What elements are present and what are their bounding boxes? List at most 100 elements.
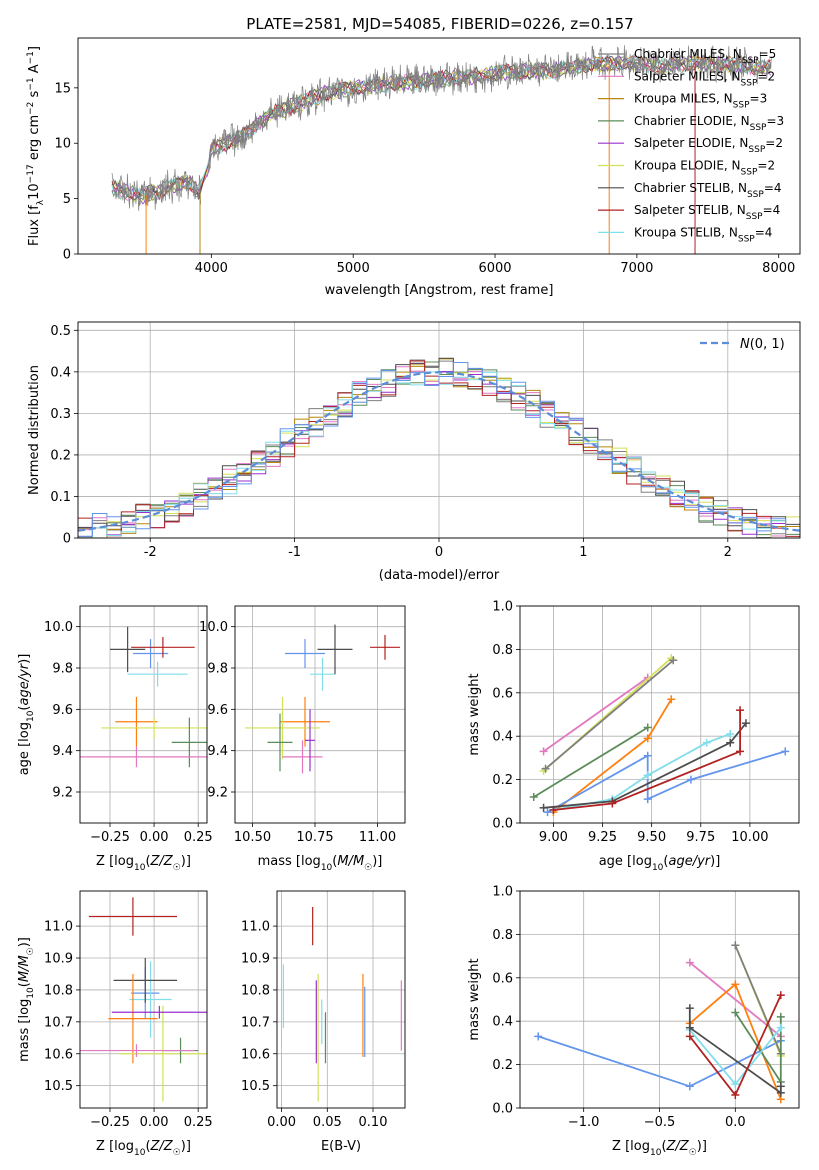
x-tick-label: 7000 xyxy=(620,261,653,276)
label-part: =4 xyxy=(763,203,781,217)
plot-area-spectrum xyxy=(111,45,772,254)
label-part: )] xyxy=(17,937,32,947)
label-part: SSP xyxy=(747,190,764,200)
y-tick-label: 0.5 xyxy=(50,324,71,339)
y-tick-label: 9.2 xyxy=(52,786,73,801)
x-tick-label: −0.25 xyxy=(90,1115,130,1130)
label-part: ( xyxy=(145,854,150,869)
label-part: )] xyxy=(710,854,720,869)
y-tick-label: 9.4 xyxy=(52,744,73,759)
legend-label: Salpeter MILES, NSSP=2 xyxy=(634,69,775,88)
label-part: s xyxy=(27,90,42,101)
weight-line xyxy=(544,659,674,770)
label-part: =2 xyxy=(757,69,775,83)
x-tick-label: 6000 xyxy=(478,261,511,276)
grid-mass-ebv xyxy=(277,891,405,1108)
label-part: SSP xyxy=(742,56,759,66)
y-tick-label: 1.0 xyxy=(492,885,513,900)
plot-area-residuals xyxy=(78,357,800,538)
label-part: 10 xyxy=(650,1148,662,1158)
x-tick-label: 0.05 xyxy=(313,1115,342,1130)
label-part: Salpeter ELODIE, N xyxy=(634,136,748,150)
grid-age-mass xyxy=(235,606,405,823)
x-tick-label: 4000 xyxy=(195,261,228,276)
x-tick-label: 0.0 xyxy=(725,1115,746,1130)
label-part: ( xyxy=(145,1139,150,1154)
label-part: Kroupa MILES, N xyxy=(634,92,733,106)
axes-spectrum: 4000 5000 6000 7000 8000 0 5 10 15 Chabrier MILES… xyxy=(26,37,801,298)
y-tick-label: 0.2 xyxy=(492,773,513,788)
plot-area-mass-weight-vs-Z xyxy=(534,941,785,1104)
grid-age-Z xyxy=(80,606,207,823)
weight-line xyxy=(533,726,649,798)
x-tick-label: 10.00 xyxy=(731,830,768,845)
label-part: SSP xyxy=(750,123,767,133)
y-tick-label: 0.6 xyxy=(492,686,513,701)
label-part: SSP xyxy=(741,78,758,88)
y-tick-label: 10.5 xyxy=(44,1079,73,1094)
label-part: SSP xyxy=(746,212,763,222)
y-tick-label: 10.5 xyxy=(241,1079,270,1094)
label-part: M/M xyxy=(337,854,364,869)
x-tick-label: −0.25 xyxy=(90,830,130,845)
y-tick-label: 0.8 xyxy=(492,643,513,658)
y-tick-label: 10.0 xyxy=(199,620,228,635)
x-tick-label: 9.00 xyxy=(539,830,568,845)
x-tick-label: 9.25 xyxy=(588,830,617,845)
y-tick-label: 10.9 xyxy=(241,952,270,967)
legend-label: Chabrier ELODIE, NSSP=3 xyxy=(634,114,784,133)
label-part: A xyxy=(27,64,42,77)
label-part: mass [log xyxy=(258,854,321,869)
y-axis-label: age [log10(age/yr)] xyxy=(17,654,36,776)
y-tick-label: 0 xyxy=(63,532,71,547)
axes-frame xyxy=(519,605,800,824)
y-tick-label: 10.8 xyxy=(241,983,270,998)
axes-age-mass: 10.50 10.75 11.00 9.2 9.4 9.6 9.8 10.0 mass [log… xyxy=(199,605,406,873)
axes-residuals: -2 -1 0 1 2 0 0.1 0.2 0.3 0.4 0.5 N(0, 1) (data-mode… xyxy=(27,321,801,583)
y-tick-label: 9.6 xyxy=(207,703,228,718)
label-part: 10 xyxy=(134,1148,146,1158)
x-axis-label: wavelength [Angstrom, rest frame] xyxy=(325,283,554,298)
x-tick-label: 0.25 xyxy=(184,830,213,845)
label-part: ☉ xyxy=(364,863,372,873)
x-tick-label: -2 xyxy=(144,545,157,560)
y-tick-label: 15 xyxy=(54,81,71,96)
label-part: )] xyxy=(181,854,191,869)
x-axis-label: (data-model)/error xyxy=(379,568,500,583)
label-part: age/yr xyxy=(668,854,711,869)
axes-mass-ebv: 0.00 0.05 0.10 10.5 10.6 10.7 10.8 10.9 11.0 E(B-… xyxy=(241,890,406,1154)
label-part: age [log xyxy=(17,722,32,775)
label-part: ☉ xyxy=(26,947,36,955)
label-part: −1 xyxy=(26,77,36,90)
legend-label: N(0, 1) xyxy=(740,337,785,352)
label-part: Chabrier MILES, N xyxy=(634,47,742,61)
label-part: )] xyxy=(372,854,382,869)
figure-title: PLATE=2581, MJD=54085, FIBERID=0226, z=0… xyxy=(246,15,633,33)
x-axis-label: age [log10(age/yr)] xyxy=(599,854,721,873)
label-part: Z/Z xyxy=(666,1139,690,1154)
legend-label: Kroupa ELODIE, NSSP=2 xyxy=(634,159,775,178)
y-tick-label: 5 xyxy=(63,192,71,207)
y-tick-label: 10.7 xyxy=(241,1015,270,1030)
label-part: Z [log xyxy=(96,854,134,869)
axes-frame xyxy=(276,890,406,1109)
y-tick-label: 0.0 xyxy=(492,1102,513,1117)
y-tick-label: 9.8 xyxy=(52,662,73,677)
legend-label: Kroupa STELIB, NSSP=4 xyxy=(634,225,772,244)
axes-age-Z: −0.25 0.00 0.259.29.49.69.810.0Z [log10(Z/… xyxy=(17,605,213,873)
label-part: E(B-V) xyxy=(321,1139,361,1154)
y-tick-label: 10.9 xyxy=(44,952,73,967)
y-tick-label: 1.0 xyxy=(492,600,513,615)
x-tick-label: 11.00 xyxy=(359,830,396,845)
y-tick-label: 10.6 xyxy=(241,1047,270,1062)
model-line xyxy=(111,55,772,201)
weight-line xyxy=(689,961,782,1038)
y-tick-label: 10 xyxy=(54,137,71,152)
label-part: )] xyxy=(697,1139,707,1154)
plot-area-mass-ebv xyxy=(282,906,402,1102)
y-axis-label: mass weight xyxy=(467,958,482,1040)
weight-line xyxy=(553,710,741,811)
x-axis-label: Z [log10(Z/Z☉)] xyxy=(612,1139,707,1158)
y-tick-label: 0.0 xyxy=(492,817,513,832)
